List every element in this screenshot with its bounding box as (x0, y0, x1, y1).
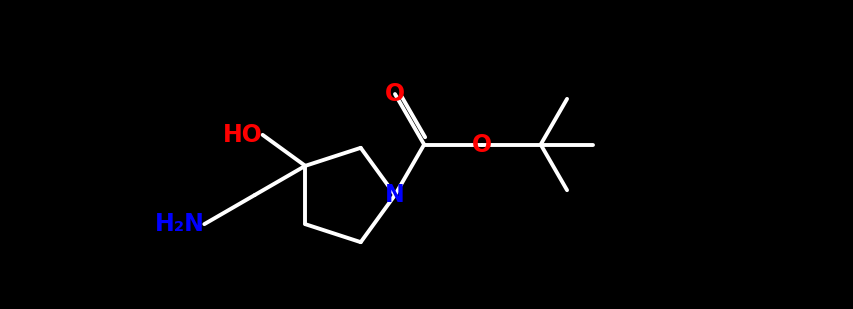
Text: O: O (472, 133, 492, 157)
Text: H₂N: H₂N (154, 212, 204, 236)
Text: O: O (385, 82, 404, 106)
Text: N: N (385, 183, 404, 207)
Text: HO: HO (223, 123, 263, 147)
